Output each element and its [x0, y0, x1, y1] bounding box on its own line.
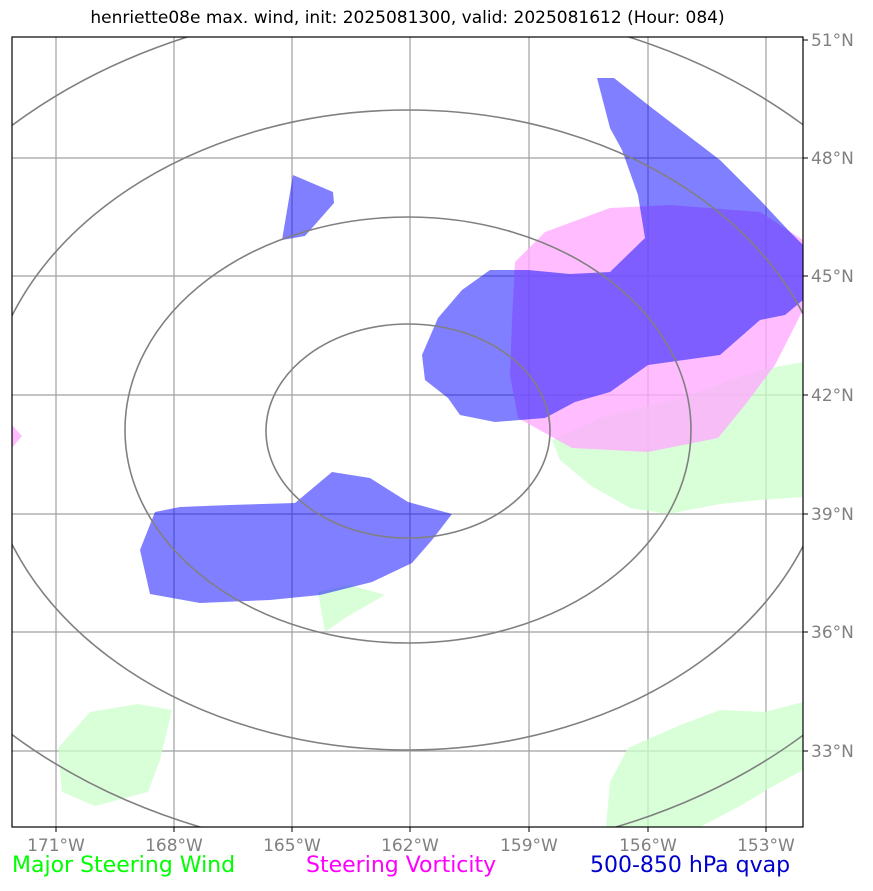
map-title: henriette08e max. wind, init: 2025081300… [90, 8, 725, 28]
lon-tick-label: 162°W [381, 836, 439, 856]
lon-tick-label: 171°W [27, 836, 85, 856]
lat-tick-label: 45°N [811, 267, 854, 287]
legend-qvap: 500-850 hPa qvap [590, 853, 791, 878]
lon-tick-label: 153°W [737, 836, 795, 856]
lat-tick-label: 51°N [811, 31, 854, 51]
lon-tick-label: 165°W [263, 836, 321, 856]
qvap-shading [140, 78, 803, 603]
lon-tick-label: 159°W [500, 836, 558, 856]
lon-tick-label: 168°W [145, 836, 203, 856]
tick-marks [55, 39, 808, 832]
legend-vorticity: Steering Vorticity [306, 853, 497, 878]
distance-rings [12, 37, 803, 827]
lat-tick-label: 36°N [811, 623, 854, 643]
lon-tick-label: 156°W [619, 836, 677, 856]
legend-steering-wind: Major Steering Wind [12, 853, 236, 878]
lat-tick-labels: 51°N 48°N 45°N 42°N 39°N 36°N 33°N [811, 31, 854, 762]
lon-tick-labels: 171°W 168°W 165°W 162°W 159°W 156°W 153°… [27, 836, 795, 856]
lat-tick-label: 39°N [811, 505, 854, 525]
lat-tick-label: 48°N [811, 149, 854, 169]
lat-tick-label: 42°N [811, 386, 854, 406]
plot-frame [11, 36, 804, 828]
lat-tick-label: 33°N [811, 742, 854, 762]
